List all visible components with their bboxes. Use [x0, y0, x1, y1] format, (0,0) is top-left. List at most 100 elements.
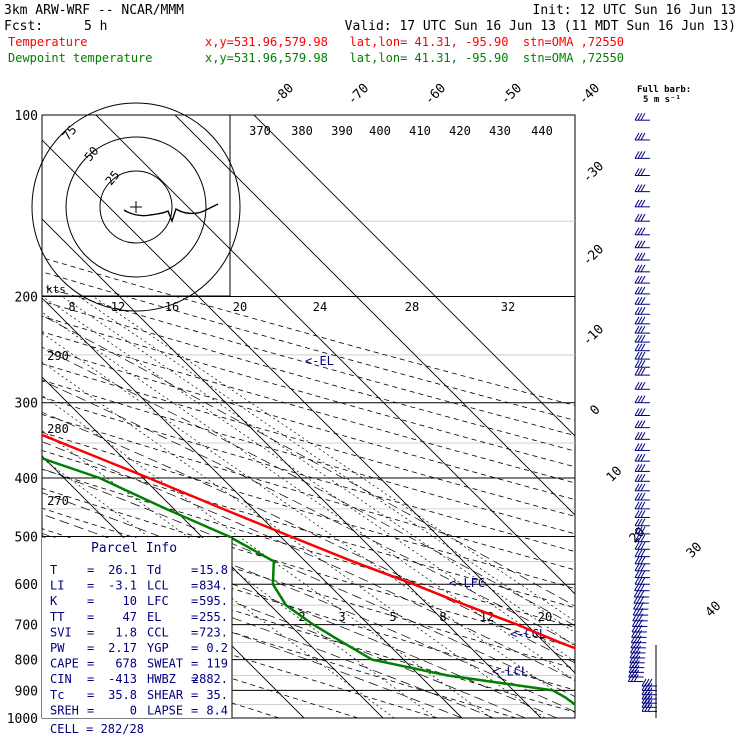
- mixing-ratio-lower-label-3: 3: [338, 610, 345, 624]
- barb-feather: [634, 286, 640, 295]
- wind-barb: [634, 112, 650, 121]
- parcel-eq: =: [87, 579, 94, 593]
- parcel-eq: =: [87, 610, 94, 624]
- barb-feather: [641, 678, 647, 687]
- barb-feather: [640, 316, 646, 325]
- barb-feather: [634, 316, 640, 325]
- barb-feather: [640, 583, 646, 591]
- barb-feather: [634, 408, 640, 416]
- wind-barbs: [627, 112, 657, 718]
- mixing-ratio-20: [42, 296, 575, 662]
- barb-feather: [627, 674, 633, 682]
- barb-feather: [640, 464, 646, 472]
- barb-feather: [634, 492, 640, 501]
- isotherm-50: [253, 115, 575, 437]
- parcel-key: LFC: [147, 594, 169, 608]
- barb-legend-line2: 5 m s⁻¹: [643, 95, 681, 105]
- parcel-value: -413: [108, 672, 137, 686]
- parcel-eq: =: [87, 688, 94, 702]
- dry-adiabat-360: [42, 413, 575, 571]
- wind-barb: [634, 240, 650, 249]
- barb-feather: [644, 691, 650, 700]
- barb-feather: [631, 630, 637, 638]
- temperature-legend: Temperature: [8, 35, 87, 49]
- wind-barb: [634, 570, 650, 579]
- barb-feather: [637, 510, 643, 518]
- barb-feather: [640, 112, 646, 121]
- moist-adiabat-16: [42, 492, 575, 713]
- barb-feather: [637, 351, 643, 360]
- barb-feather: [628, 669, 634, 678]
- parcel-value: 10: [123, 594, 137, 608]
- barb-feather: [630, 640, 636, 649]
- theta-label-400: 400: [369, 124, 391, 138]
- barb-feather: [640, 408, 646, 416]
- dry-adiabat-270: [42, 593, 438, 718]
- barb-feather: [641, 683, 647, 691]
- parcel-eq: =: [191, 625, 198, 639]
- wind-barb: [634, 542, 650, 550]
- wind-barb: [634, 563, 650, 572]
- barb-feather: [640, 325, 646, 334]
- barb-feather: [629, 655, 635, 664]
- barb-feather: [634, 669, 640, 678]
- barb-feather: [633, 601, 638, 610]
- pressure-label-100: 100: [15, 109, 38, 124]
- dry-adiabat-400: [42, 347, 575, 500]
- barb-feather: [637, 420, 643, 428]
- pressure-label-700: 700: [15, 619, 38, 634]
- mixing-ratio-16: [42, 311, 575, 682]
- barb-feather: [640, 501, 646, 510]
- barb-feather: [632, 607, 638, 616]
- barb-feather: [632, 613, 638, 622]
- wind-barb: [630, 645, 646, 654]
- wind-barb: [634, 483, 650, 492]
- wind-barb: [634, 213, 650, 222]
- barb-feather: [637, 556, 643, 565]
- barb-feather: [628, 660, 634, 668]
- barb-feather: [637, 549, 643, 557]
- pressure-label-300: 300: [15, 397, 38, 412]
- barb-feather: [634, 227, 640, 236]
- wind-barb: [634, 576, 650, 585]
- barb-feather: [634, 297, 640, 305]
- barb-feather: [640, 382, 646, 390]
- barb-feather: [640, 334, 646, 343]
- barb-feather: [635, 650, 641, 659]
- theta-label-440: 440: [531, 124, 553, 138]
- parcel-key: Td: [147, 563, 161, 577]
- isotherm-label--50: -50: [498, 81, 525, 108]
- mixing-ratio-label-32: 32: [501, 300, 515, 314]
- parcel-eq: =: [87, 703, 94, 717]
- parcel-value: 595.: [199, 594, 228, 608]
- barb-feather: [634, 343, 640, 351]
- barb-feather: [640, 526, 646, 535]
- barb-feather: [637, 306, 643, 315]
- pressure-label-1000: 1000: [7, 712, 38, 727]
- wind-barb: [634, 492, 650, 501]
- barb-feather: [637, 583, 643, 591]
- isotherm--10: [42, 376, 384, 718]
- theta-label-420: 420: [449, 124, 471, 138]
- barb-feather: [634, 395, 640, 403]
- wind-barb: [633, 601, 649, 610]
- wind-barb: [631, 630, 647, 638]
- hodograph-ring-label-75: 75: [60, 123, 80, 143]
- barb-feather: [637, 563, 643, 572]
- parcel-value: 0.2: [206, 641, 228, 655]
- moist-adiabat-40: [42, 315, 575, 607]
- barb-feather: [640, 359, 646, 368]
- barb-feather: [637, 286, 643, 295]
- isotherm-label--40: -40: [576, 81, 603, 108]
- moist-adiabat-24: [42, 441, 575, 681]
- barb-feather: [640, 199, 646, 208]
- parcel-box-bg: [42, 538, 232, 718]
- barb-feather: [634, 264, 640, 273]
- parcel-key: PW: [50, 641, 65, 655]
- barb-feather: [640, 443, 646, 451]
- parcel-eq: =: [191, 563, 198, 577]
- barb-feather: [634, 464, 640, 472]
- wind-barb: [634, 184, 650, 193]
- mixing-ratio-lower-label-5: 5: [389, 610, 396, 624]
